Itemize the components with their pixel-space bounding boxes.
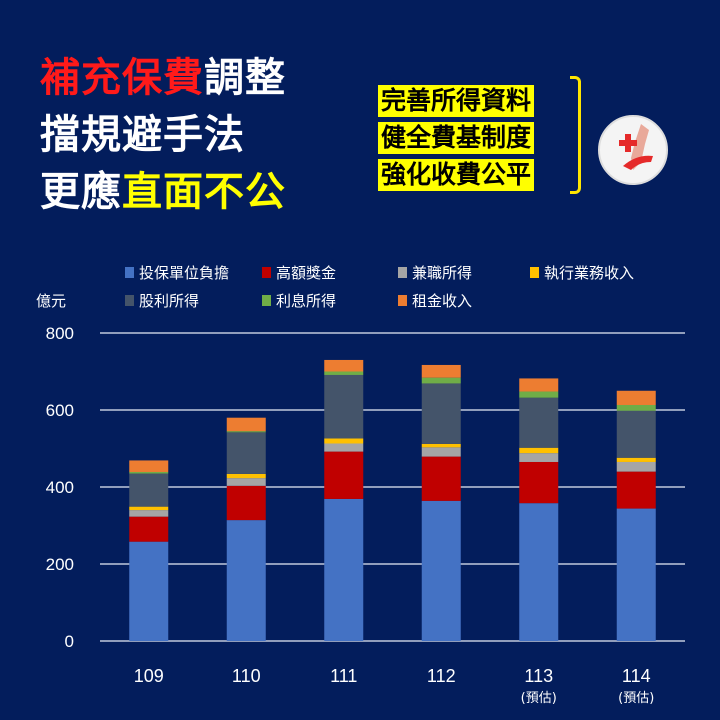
legend-item: 高額獎金: [262, 262, 336, 283]
legend-label: 租金收入: [412, 292, 473, 310]
key-point: 完善所得資料: [378, 85, 535, 117]
legend-label: 投保單位負擔: [139, 264, 230, 282]
bar-segment: [519, 397, 559, 448]
bar-segment: [324, 438, 364, 444]
legend-item: 執行業務收入: [530, 262, 634, 283]
bar-segment: [616, 471, 656, 509]
y-tick-label: 800: [46, 324, 74, 343]
bar-segment: [421, 447, 461, 457]
key-point: 健全費基制度: [378, 122, 535, 154]
legend-label: 股利所得: [139, 292, 200, 310]
bar-segment: [226, 417, 266, 432]
bar-segment: [421, 383, 461, 444]
bar-segment: [324, 374, 364, 439]
bar-segment: [616, 461, 656, 472]
bar-segment: [421, 456, 461, 501]
x-tick-label: 110: [232, 666, 261, 686]
legend-item: 利息所得: [262, 290, 336, 311]
bar-segment: [226, 485, 266, 521]
y-tick-label: 0: [65, 632, 74, 651]
bar-segment: [421, 364, 461, 378]
headline-line-3: 更應直面不公: [40, 169, 286, 215]
bar-segment: [421, 377, 461, 384]
bar-segment: [519, 503, 559, 641]
bar-segment: [324, 359, 364, 372]
headline: 補充保費調整 擋規避手法 更應直面不公: [40, 50, 286, 221]
legend-label: 執行業務收入: [544, 264, 635, 282]
x-tick-note: (預估): [618, 691, 654, 706]
bar-segment: [129, 516, 169, 542]
legend-swatch: [398, 295, 407, 306]
nhia-logo: [598, 115, 668, 185]
x-tick-label: 111: [330, 666, 357, 686]
legend-item: 股利所得: [125, 290, 199, 311]
bar-segment: [129, 460, 169, 472]
bar-segment: [129, 506, 169, 511]
legend-swatch: [398, 267, 407, 278]
x-tick-label: 112: [427, 666, 456, 686]
legend-item: 租金收入: [398, 290, 472, 311]
bar-segment: [519, 447, 559, 454]
bar-segment: [226, 431, 266, 433]
key-points: 完善所得資料 健全費基制度 強化收費公平: [378, 85, 535, 196]
x-tick-label: 113: [524, 666, 553, 686]
legend-swatch: [262, 295, 271, 306]
bar-segment: [616, 404, 656, 411]
brace-divider: [570, 76, 581, 194]
y-axis-unit: 億元: [36, 292, 67, 310]
bar-segment: [616, 390, 656, 405]
x-tick-label: 114: [622, 666, 651, 686]
bar-segment: [129, 541, 169, 641]
bar-segment: [226, 520, 266, 641]
bar-segment: [616, 457, 656, 462]
legend-item: 投保單位負擔: [125, 262, 229, 283]
y-tick-label: 400: [46, 478, 74, 497]
bar-segment: [226, 432, 266, 474]
x-tick-note: (預估): [521, 691, 557, 706]
bar-segment: [226, 478, 266, 486]
bar-segment: [616, 410, 656, 458]
legend-item: 兼職所得: [398, 262, 472, 283]
bar-segment: [129, 473, 169, 507]
key-point: 強化收費公平: [378, 159, 535, 191]
bar-segment: [519, 391, 559, 398]
bar-segment: [421, 500, 461, 641]
bar-segment: [226, 473, 266, 479]
bar-segment: [519, 378, 559, 392]
legend-swatch: [125, 295, 134, 306]
x-tick-label: 109: [134, 666, 164, 686]
bar-segment: [129, 471, 169, 474]
bar-segment: [324, 371, 364, 375]
headline-line-1: 補充保費調整: [40, 55, 286, 101]
bar-segment: [324, 498, 364, 641]
bar-segment: [324, 443, 364, 452]
legend-label: 兼職所得: [412, 264, 473, 282]
legend-swatch: [125, 267, 134, 278]
bar-segment: [421, 443, 461, 448]
bar-segment: [324, 451, 364, 499]
bar-segment: [519, 461, 559, 504]
legend-label: 利息所得: [276, 292, 337, 310]
legend-label: 高額獎金: [276, 264, 337, 282]
legend-swatch: [262, 267, 271, 278]
bar-segment: [616, 508, 656, 641]
bar-segment: [129, 510, 169, 517]
y-tick-label: 200: [46, 555, 74, 574]
headline-line-2: 擋規避手法: [40, 112, 245, 158]
legend-swatch: [530, 267, 539, 278]
y-tick-label: 600: [46, 401, 74, 420]
bar-segment: [519, 453, 559, 462]
